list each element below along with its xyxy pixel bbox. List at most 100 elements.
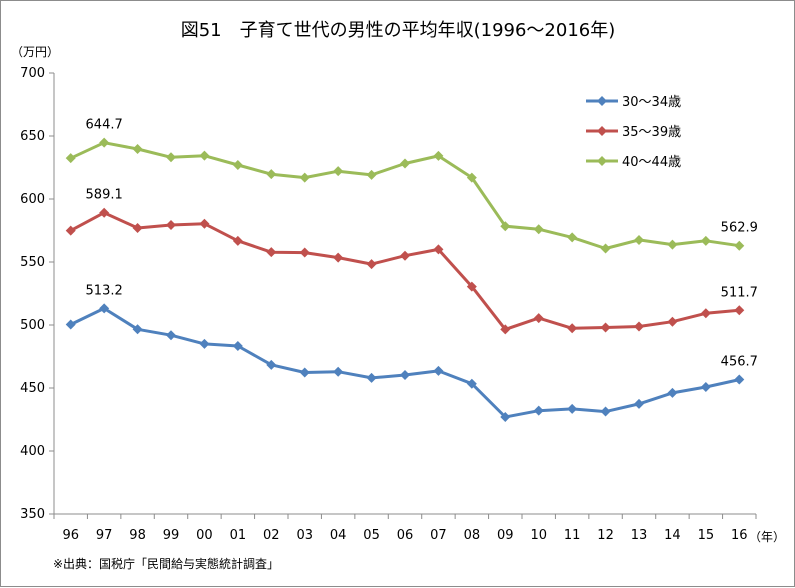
x-tick-label: 07: [430, 528, 447, 543]
data-point: [533, 405, 544, 416]
series-3: [65, 137, 745, 254]
x-tick-label: 14: [664, 528, 681, 543]
chart-title: 図51 子育て世代の男性の平均年収(1996～2016年): [181, 20, 616, 41]
data-point: [333, 366, 344, 377]
data-point: [266, 247, 277, 258]
x-tick-label: 06: [397, 528, 414, 543]
data-point: [366, 259, 377, 270]
data-point: [199, 150, 210, 161]
source-note: ※出典：国税庁「民間給与実態統計調査」: [53, 556, 279, 571]
data-label: 513.2: [86, 283, 123, 298]
data-point: [700, 381, 711, 392]
data-point: [634, 398, 644, 409]
x-tick-label: 13: [631, 528, 648, 543]
data-point: [232, 235, 243, 246]
x-axis-unit: （年）: [749, 530, 785, 544]
y-tick-label: 500: [20, 318, 45, 333]
data-point: [400, 158, 410, 169]
data-point: [433, 365, 444, 376]
data-point: [132, 143, 143, 154]
x-tick-label: 03: [296, 528, 313, 543]
data-point: [600, 322, 611, 333]
data-point: [634, 321, 644, 332]
data-point: [199, 218, 210, 229]
data-point: [634, 234, 644, 245]
data-point: [299, 247, 310, 258]
data-point: [299, 367, 310, 378]
x-tick-label: 08: [464, 528, 481, 543]
y-tick-label: 600: [20, 192, 45, 207]
legend-item: 30～34歳: [586, 95, 681, 110]
y-tick-label: 550: [20, 255, 45, 270]
data-point: [266, 359, 277, 370]
x-tick-label: 05: [363, 528, 380, 543]
x-tick-label: 09: [497, 528, 514, 543]
data-point: [299, 172, 310, 183]
data-label: 644.7: [86, 118, 123, 133]
data-point: [533, 224, 544, 235]
x-tick-label: 16: [731, 528, 748, 543]
data-point: [667, 239, 678, 250]
data-point: [500, 221, 511, 232]
y-tick-label: 700: [20, 66, 45, 81]
legend-item: 40～44歳: [586, 155, 681, 170]
legend-label: 40～44歳: [622, 155, 681, 170]
data-point: [600, 406, 611, 417]
data-label: 589.1: [86, 188, 123, 203]
data-point: [65, 225, 76, 236]
axes: 350 400 450 500 550 600 650 700 96 97 98 99 00 01 02 03…: [20, 66, 757, 543]
data-point: [734, 374, 745, 385]
data-point: [266, 169, 277, 180]
y-tick-label: 350: [20, 507, 45, 522]
data-point: [567, 323, 578, 334]
data-point: [333, 166, 344, 177]
data-point: [366, 169, 377, 180]
data-point: [734, 240, 745, 251]
legend: 30～34歳 35～39歳 40～44歳: [586, 95, 681, 170]
data-point: [433, 150, 444, 161]
data-point: [65, 153, 76, 164]
data-point: [667, 387, 678, 398]
data-point: [500, 324, 511, 335]
data-point: [533, 313, 544, 324]
data-point: [132, 324, 143, 335]
data-label: 511.7: [721, 285, 758, 300]
data-point: [99, 137, 110, 148]
legend-label: 30～34歳: [622, 95, 681, 110]
data-point: [132, 222, 143, 233]
data-point: [667, 316, 678, 327]
legend-label: 35～39歳: [622, 125, 681, 140]
data-point: [466, 281, 477, 292]
y-tick-label: 650: [20, 129, 45, 144]
data-point: [99, 207, 110, 218]
data-point: [700, 308, 711, 319]
legend-item: 35～39歳: [586, 125, 681, 140]
data-point: [65, 319, 76, 330]
legend-marker: [597, 126, 607, 136]
x-tick-label: 98: [129, 528, 146, 543]
data-point: [466, 172, 477, 183]
y-axis-unit: （万円）: [11, 45, 59, 59]
data-point: [166, 219, 176, 230]
data-point: [567, 232, 578, 243]
data-label: 456.7: [721, 355, 758, 370]
data-point: [366, 372, 377, 383]
series-layer: [65, 137, 745, 422]
x-tick-label: 02: [263, 528, 280, 543]
x-tick-label: 15: [698, 528, 715, 543]
data-point: [199, 338, 210, 349]
y-tick-label: 400: [20, 444, 45, 459]
x-tick-label: 04: [330, 528, 347, 543]
data-point: [166, 330, 176, 341]
x-tick-label: 01: [230, 528, 247, 543]
data-point: [466, 378, 477, 389]
data-point: [166, 152, 176, 163]
series-1: [65, 303, 745, 422]
data-point: [232, 159, 243, 170]
x-tick-label: 00: [196, 528, 213, 543]
data-point: [567, 403, 578, 414]
data-point: [400, 250, 410, 261]
data-point: [500, 411, 511, 422]
